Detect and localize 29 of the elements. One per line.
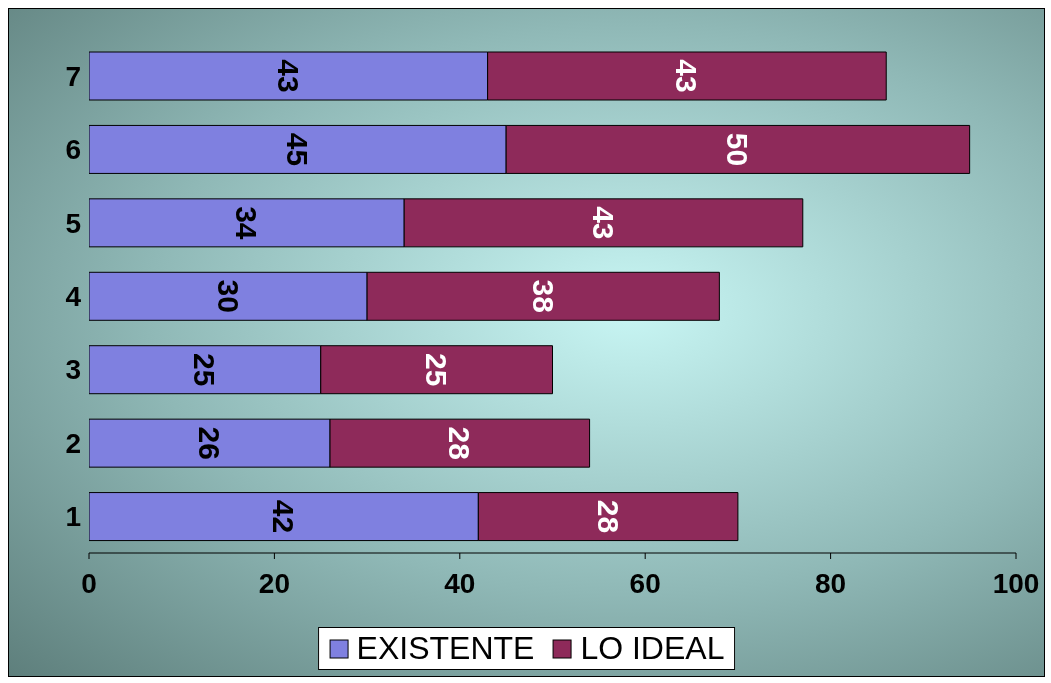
data-label: 43 (586, 206, 620, 240)
y-tick-label: 1 (65, 501, 81, 533)
x-tick-label: 0 (81, 567, 97, 599)
x-tick-label: 100 (992, 567, 1040, 599)
y-tick-label: 4 (65, 280, 82, 312)
data-label: 28 (443, 426, 477, 460)
y-tick-label: 5 (65, 207, 81, 239)
data-label: 25 (420, 353, 454, 387)
data-label: 28 (591, 499, 625, 534)
data-label: 43 (670, 59, 704, 93)
y-tick-label: 7 (65, 60, 81, 92)
legend-label: LO IDEAL (580, 630, 725, 667)
data-label: 38 (526, 279, 560, 313)
data-label: 43 (271, 59, 305, 93)
y-tick-label: 2 (65, 427, 81, 459)
x-tick-label: 20 (258, 567, 290, 599)
data-label: 50 (721, 132, 755, 167)
x-tick-label: 40 (444, 567, 476, 599)
legend-label: EXISTENTE (356, 630, 535, 667)
data-label: 42 (267, 499, 301, 534)
data-label: 45 (281, 132, 315, 167)
data-label: 34 (230, 206, 264, 240)
x-tick-label: 80 (815, 567, 847, 599)
x-tick-label: 60 (629, 567, 661, 599)
y-tick-label: 3 (65, 354, 81, 386)
data-label: 25 (188, 353, 222, 387)
y-tick-label: 6 (65, 134, 81, 166)
data-label: 30 (211, 279, 245, 313)
data-label: 26 (193, 426, 227, 460)
